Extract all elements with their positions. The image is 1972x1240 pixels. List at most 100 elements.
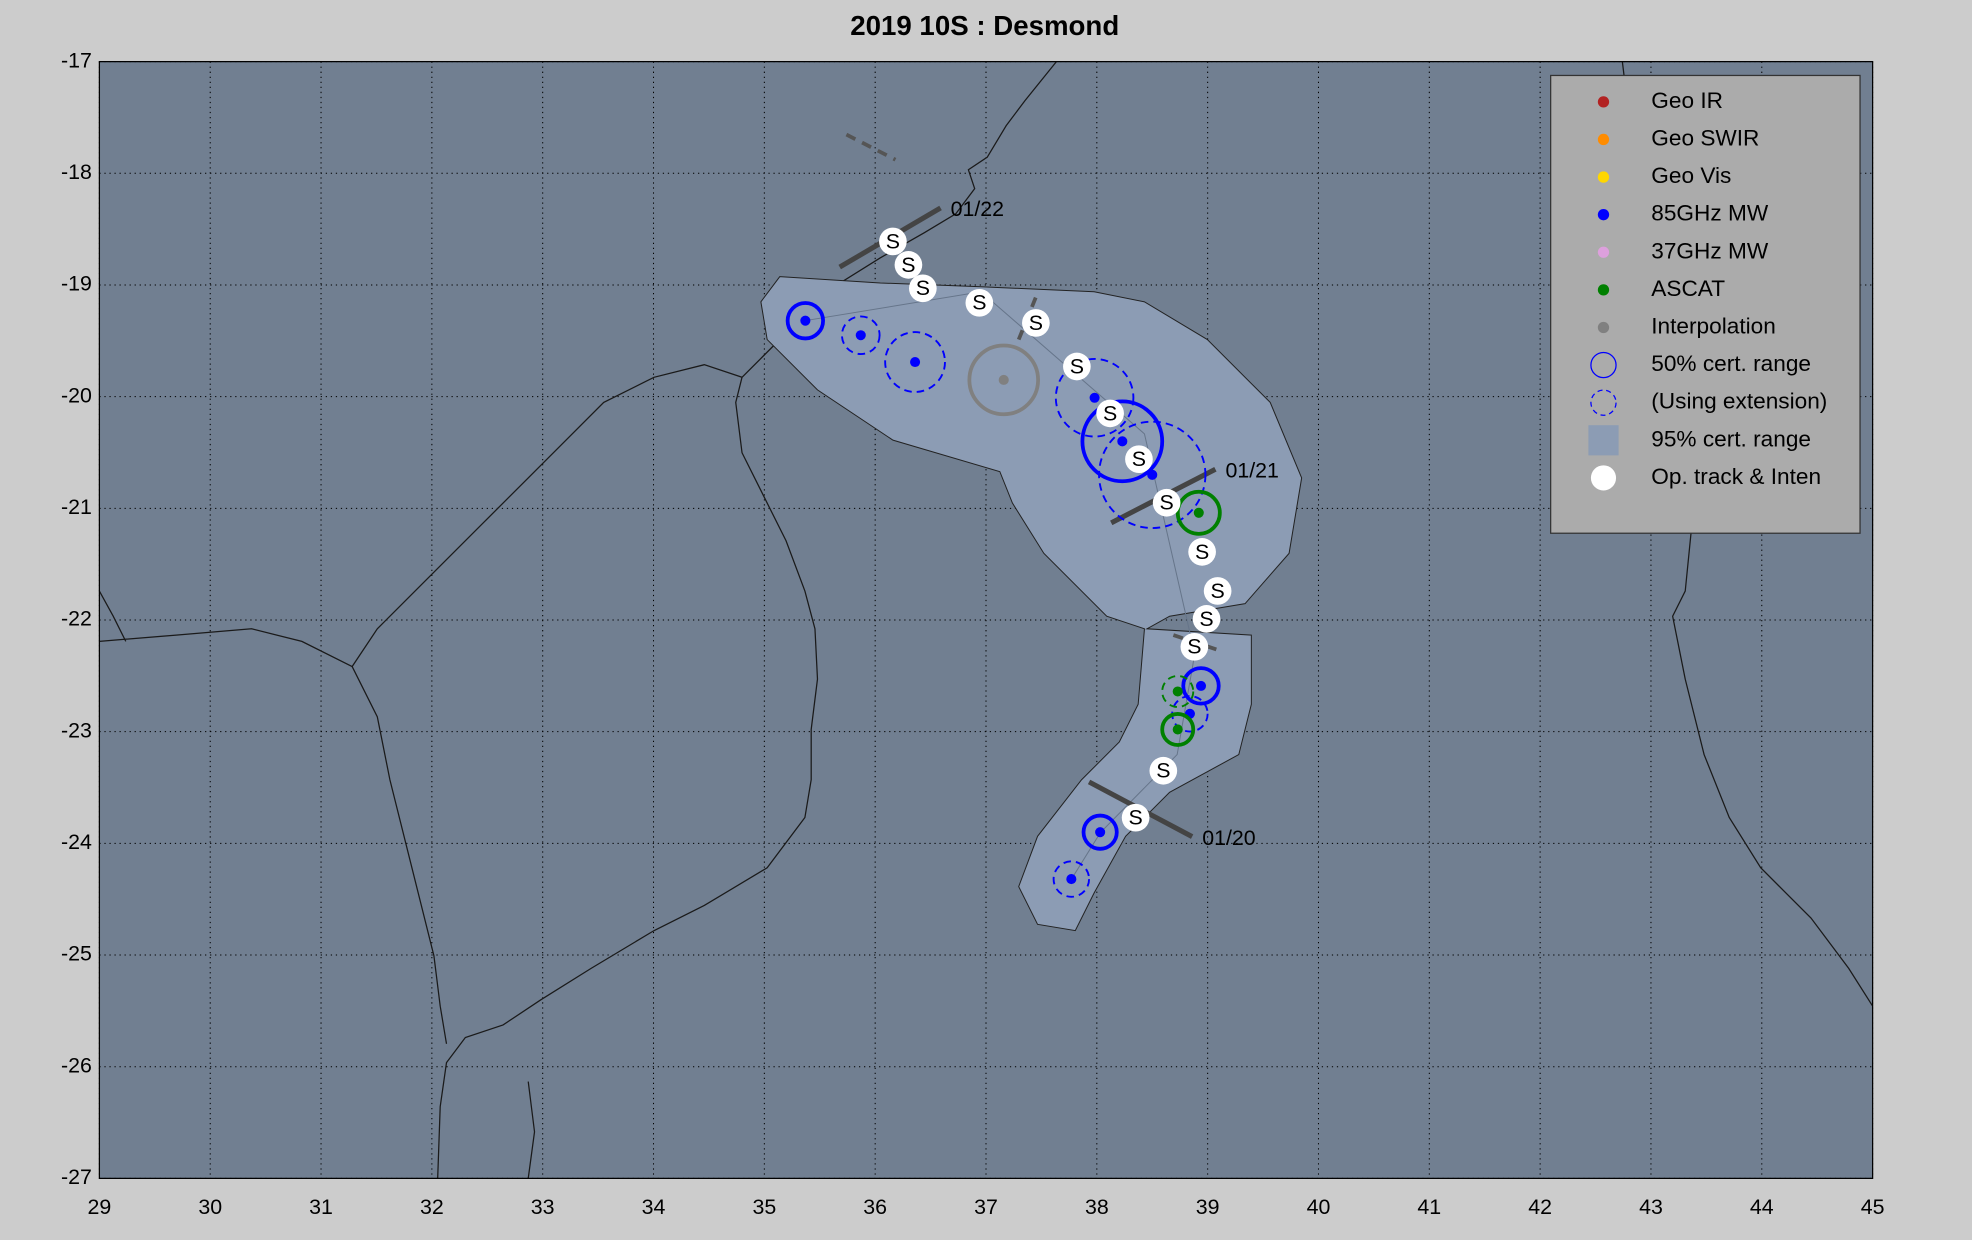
intensity-label: S <box>1195 540 1209 564</box>
legend-label: 50% cert. range <box>1651 351 1811 376</box>
fix-point <box>855 330 866 341</box>
fix-point <box>1117 436 1128 447</box>
cert-circle <box>967 343 1040 417</box>
x-tick-label: 45 <box>1861 1195 1885 1219</box>
x-tick-label: 33 <box>531 1195 555 1219</box>
y-tick-label: -21 <box>61 495 92 519</box>
cert-circle <box>785 301 825 341</box>
track-point <box>1152 488 1181 517</box>
x-tick-label: 32 <box>420 1195 444 1219</box>
track-point <box>894 251 923 279</box>
cert-circle <box>1098 420 1207 529</box>
fix-point <box>1095 827 1106 838</box>
intensity-label: S <box>972 291 986 315</box>
legend-label: Geo Vis <box>1651 163 1731 188</box>
interp-tick <box>845 132 897 162</box>
cert-circle <box>1175 489 1222 536</box>
cert-circle <box>840 315 881 356</box>
intensity-label: S <box>1156 759 1170 783</box>
legend-marker <box>1590 465 1617 491</box>
x-tick-label: 31 <box>309 1195 333 1219</box>
fix-point <box>1089 392 1100 403</box>
legend-marker <box>1597 171 1610 183</box>
fix-point <box>1172 724 1183 735</box>
intensity-label: S <box>1103 401 1117 425</box>
intensity-label: S <box>1211 579 1225 603</box>
track-point <box>1180 632 1209 661</box>
legend-marker <box>1597 133 1610 146</box>
legend-label: Geo SWIR <box>1651 125 1759 150</box>
track-point <box>879 227 907 256</box>
intensity-label: S <box>1070 354 1084 378</box>
legend-marker <box>1597 284 1610 296</box>
track-point <box>1063 352 1091 381</box>
track-point <box>965 289 994 317</box>
date-label: 01/22 <box>951 197 1004 221</box>
y-tick-label: -24 <box>61 830 92 854</box>
legend-box <box>1550 74 1861 534</box>
x-tick-label: 41 <box>1417 1195 1441 1219</box>
intensity-label: S <box>916 276 930 300</box>
cert-circle <box>1160 712 1196 747</box>
fix-point <box>1066 874 1077 885</box>
x-tick-label: 43 <box>1639 1195 1663 1219</box>
y-tick-label: -20 <box>61 383 92 407</box>
track-point <box>1022 309 1050 337</box>
cert-circle <box>884 331 946 393</box>
border <box>351 666 448 1044</box>
y-tick-label: -23 <box>61 718 92 742</box>
intensity-label: S <box>1029 311 1043 335</box>
legend-marker <box>1597 96 1610 108</box>
x-tick-label: 29 <box>88 1195 112 1219</box>
track-point <box>1203 577 1232 605</box>
fix-point <box>1147 469 1158 480</box>
coastline <box>437 61 1057 1179</box>
cert-circle <box>1052 860 1091 898</box>
cert-circle <box>1161 675 1195 708</box>
x-tick-label: 44 <box>1750 1195 1774 1219</box>
legend-marker <box>1597 321 1610 334</box>
intensity-label: S <box>886 229 900 253</box>
y-tick-label: -19 <box>61 272 92 296</box>
legend-marker <box>1597 246 1610 258</box>
chart-title: 2019 10S : Desmond <box>850 10 1119 41</box>
date-label: 01/21 <box>1225 458 1278 482</box>
legend-label: 95% cert. range <box>1651 426 1811 451</box>
legend-marker <box>1590 351 1617 379</box>
intensity-label: S <box>1160 491 1174 515</box>
x-tick-label: 38 <box>1085 1195 1109 1219</box>
x-tick-label: 37 <box>974 1195 998 1219</box>
legend-label: 85GHz MW <box>1651 201 1769 226</box>
fix-point <box>1195 680 1207 691</box>
intensity-label: S <box>901 253 915 277</box>
track-point <box>908 274 937 303</box>
legend: Geo IR Geo SWIR Geo Vis 85GHz MW 37GHz MW ASC… <box>1550 74 1861 534</box>
intensity-label: S <box>1132 447 1146 471</box>
fix-point <box>800 315 811 326</box>
legend-label: ASCAT <box>1651 276 1725 301</box>
track-point <box>1121 803 1150 832</box>
fix-point <box>998 374 1009 385</box>
x-tick-label: 30 <box>198 1195 222 1219</box>
cert-circle <box>1081 813 1119 851</box>
x-tick-label: 36 <box>863 1195 887 1219</box>
intensity-label: S <box>1187 635 1201 659</box>
x-tick-label: 39 <box>1196 1195 1220 1219</box>
intensity-label: S <box>1199 607 1213 631</box>
plot-frame <box>98 60 1874 1180</box>
cert-circle <box>1080 399 1165 484</box>
x-tick-label: 35 <box>752 1195 776 1219</box>
track-point <box>1125 445 1153 474</box>
legend-label: (Using extension) <box>1651 389 1827 414</box>
track-point <box>1192 605 1221 633</box>
y-tick-label: -27 <box>61 1165 92 1189</box>
y-tick-label: -17 <box>61 48 92 72</box>
y-tick-label: -22 <box>61 607 92 631</box>
legend-marker <box>1590 389 1617 416</box>
legend-marker <box>1597 209 1610 221</box>
y-tick-label: -25 <box>61 942 92 966</box>
border <box>527 1081 536 1179</box>
legend-label: 37GHz MW <box>1651 238 1769 263</box>
